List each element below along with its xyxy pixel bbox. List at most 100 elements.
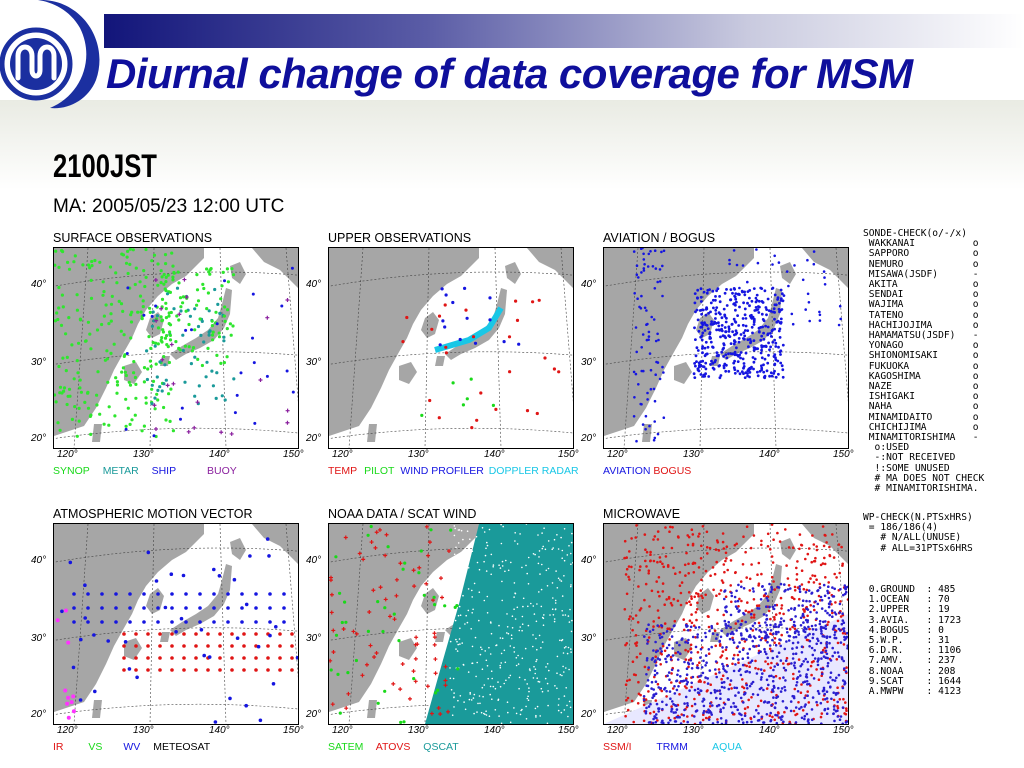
lat-tick-label: 30° [306, 633, 322, 644]
lat-tick-label: 40° [31, 555, 47, 566]
text-line: SAPPORO o [863, 248, 979, 260]
slide-title: Diurnal change of data coverage for MSM [106, 50, 913, 97]
panel-title: UPPER OBSERVATIONS [328, 231, 472, 245]
text-line: 5.W.P. : 31 [863, 635, 950, 647]
lon-tick-label: 140° [484, 449, 505, 460]
text-line: 6.D.R. : 1106 [863, 645, 962, 657]
text-line: ISHIGAKI o [863, 391, 979, 403]
text-line: WP-CHECK(N.PTSxHRS) [863, 512, 973, 523]
text-line: 8.NOAA : 208 [863, 665, 956, 677]
text-line: SONDE-CHECK(o/-/x) [863, 228, 967, 239]
map-upper [328, 247, 574, 449]
text-line: 4.BOGUS : 0 [863, 624, 944, 636]
text-line: # N/ALL(UNUSE) [863, 532, 962, 544]
jma-logo [0, 0, 100, 109]
lat-tick-label: 20° [581, 433, 597, 444]
lat-tick-label: 40° [581, 555, 597, 566]
legend-entry: IR [53, 741, 64, 753]
observation-counts: 0.GROUND : 485 1.OCEAN : 70 2.UPPER : 19… [863, 584, 962, 697]
lon-tick-label: 120° [332, 449, 353, 460]
legend-entry: WV [123, 741, 141, 753]
legend-entry: SYNOP [53, 465, 90, 477]
map-amv [53, 523, 299, 725]
lat-tick-label: 20° [31, 709, 47, 720]
text-line: MISAWA(JSDF) - [863, 268, 979, 280]
panel-title: AVIATION / BOGUS [603, 231, 716, 245]
panel-title: SURFACE OBSERVATIONS [53, 231, 213, 245]
lat-tick-label: 40° [31, 279, 47, 290]
legend-entry: PILOT [364, 465, 395, 477]
text-line: WAJIMA o [863, 299, 979, 311]
text-line: o:USED [863, 442, 910, 454]
text-line: 0.GROUND : 485 [863, 584, 956, 595]
text-line: !:SOME UNUSED [863, 462, 950, 474]
lon-tick-label: 130° [683, 725, 704, 736]
panel-upper-observations: UPPER OBSERVATIONS TEMP PILOT WIND PROFI… [306, 231, 579, 491]
panel-legend: SSM/I TRMM AQUA [603, 741, 752, 753]
lat-tick-label: 40° [581, 279, 597, 290]
text-line: -:NOT RECEIVED [863, 452, 956, 464]
text-line: NAZE o [863, 381, 979, 393]
text-line: 2.UPPER : 19 [863, 604, 950, 616]
lon-tick-label: 150° [558, 449, 579, 460]
map-noaa-svg [329, 524, 573, 724]
map-surface-svg [54, 248, 298, 448]
panel-title: MICROWAVE [603, 507, 681, 521]
sonde-check-list: SONDE-CHECK(o/-/x) WAKKANAI o SAPPORO o … [863, 228, 985, 495]
lat-tick-label: 30° [581, 633, 597, 644]
panel-atmospheric-motion-vector: ATMOSPHERIC MOTION VECTOR IR VS WV METEO… [31, 507, 304, 767]
legend-entry: SATEM [328, 741, 364, 753]
legend-entry: ATOVS [375, 741, 411, 753]
lon-tick-label: 130° [133, 725, 154, 736]
legend-entry: BOGUS [653, 465, 692, 477]
panel-microwave: MICROWAVE SSM/I TRMM AQUA 40° 30° 20° 120° 1… [581, 507, 854, 767]
legend-entry: SSM/I [603, 741, 632, 753]
text-line: 3.AVIA. : 1723 [863, 614, 962, 626]
text-line: WAKKANAI o [863, 238, 979, 250]
lon-tick-label: 130° [133, 449, 154, 460]
text-line: MINAMITORISHIMA - [863, 432, 979, 444]
map-microwave-svg [604, 524, 848, 724]
text-line: 1.OCEAN : 70 [863, 594, 950, 606]
lon-tick-label: 150° [283, 725, 304, 736]
map-upper-svg [329, 248, 573, 448]
text-line: = 186/186(4) [863, 522, 939, 534]
panel-aviation-bogus: AVIATION / BOGUS AVIATION BOGUS 40° 30° 20… [581, 231, 854, 491]
panel-noaa-scat-wind: NOAA DATA / SCAT WIND SATEM ATOVS QSCAT … [306, 507, 579, 767]
legend-entry: VS [88, 741, 103, 753]
lon-tick-label: 120° [57, 449, 78, 460]
legend-entry: TRMM [656, 741, 688, 753]
text-line: # MA DOES NOT CHECK [863, 472, 985, 484]
lat-tick-label: 20° [31, 433, 47, 444]
lon-tick-label: 120° [607, 725, 628, 736]
lon-tick-label: 140° [759, 449, 780, 460]
text-line: SHIONOMISAKI o [863, 350, 979, 362]
text-line: NAHA o [863, 401, 979, 413]
text-line: YONAGO o [863, 340, 979, 352]
legend-entry: BUOY [207, 465, 237, 477]
text-line: FUKUOKA o [863, 360, 979, 372]
lon-tick-label: 140° [209, 449, 230, 460]
lon-tick-label: 140° [209, 725, 230, 736]
lat-tick-label: 20° [581, 709, 597, 720]
panel-legend: SYNOP METAR SHIP BUOY [53, 465, 247, 477]
map-noaa [328, 523, 574, 725]
panel-legend: TEMP PILOT WIND PROFILER DOPPLER RADAR [328, 465, 579, 477]
lon-tick-label: 130° [408, 449, 429, 460]
text-line: 7.AMV. : 237 [863, 655, 956, 667]
legend-entry: QSCAT [423, 741, 459, 753]
lon-tick-label: 150° [833, 449, 854, 460]
lat-tick-label: 30° [581, 357, 597, 368]
text-line: # MINAMITORISHIMA. [863, 483, 979, 495]
map-aviation-svg [604, 248, 848, 448]
lat-tick-label: 30° [306, 357, 322, 368]
lon-tick-label: 140° [759, 725, 780, 736]
panel-legend: IR VS WV METEOSAT [53, 741, 220, 753]
lon-tick-label: 120° [57, 725, 78, 736]
lon-tick-label: 130° [408, 725, 429, 736]
legend-entry: WIND PROFILER [400, 465, 484, 477]
lon-tick-label: 150° [283, 449, 304, 460]
legend-entry: SHIP [151, 465, 177, 477]
time-label: 2100JST [53, 148, 157, 184]
lat-tick-label: 40° [306, 555, 322, 566]
